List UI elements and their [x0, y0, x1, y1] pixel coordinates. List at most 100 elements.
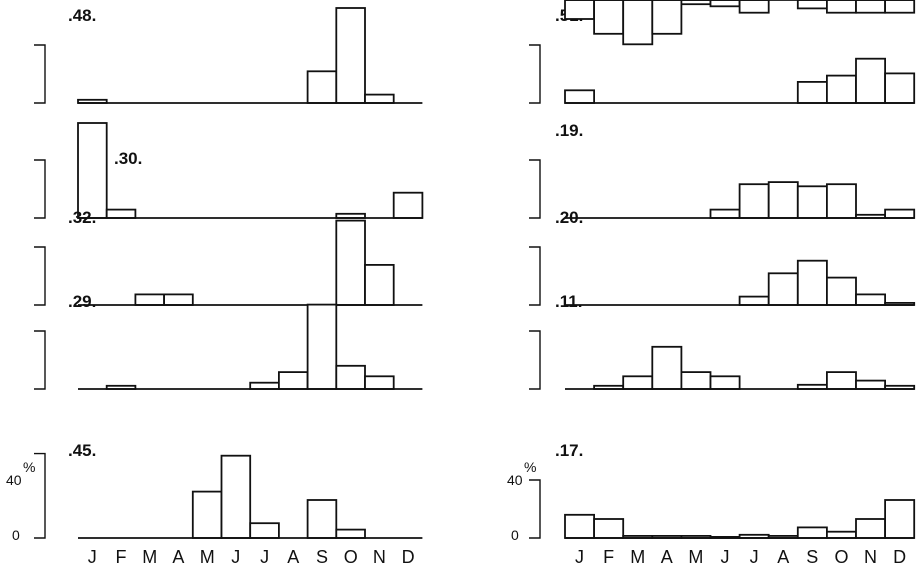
- bar-J-6: [738, 295, 770, 306]
- panel-label: .32.: [68, 208, 96, 227]
- panel-left-2: .30.: [34, 122, 424, 219]
- bar-S-8: [796, 0, 828, 10]
- scale-bracket: [34, 44, 46, 104]
- bar-M-4: [680, 371, 712, 390]
- bar-F-1: [105, 208, 137, 219]
- bar-N-10: [855, 518, 887, 539]
- right-y-percent-label: %: [524, 459, 536, 475]
- bar-S-8: [796, 259, 828, 306]
- bar-J-6: [249, 381, 280, 390]
- bar-J-5: [709, 375, 741, 390]
- bar-J-6: [249, 522, 280, 539]
- month-tick-4: M: [200, 547, 215, 567]
- bar-N-10: [855, 57, 887, 104]
- bar-J-6: [738, 0, 770, 14]
- bar-D-11: [884, 72, 916, 104]
- bar-N-10: [364, 93, 395, 104]
- bar-O-9: [826, 0, 857, 14]
- bar-J-0: [564, 89, 596, 104]
- bar-O-9: [826, 74, 857, 104]
- y-axis-bracket: [34, 452, 46, 539]
- bar-N-10: [364, 375, 395, 390]
- left-y-max-label: 40: [6, 472, 22, 488]
- month-tick-8: S: [316, 547, 328, 567]
- left-y-percent-label: %: [23, 459, 35, 475]
- right-y-zero-label: 0: [511, 527, 519, 543]
- bar-N-10: [855, 379, 887, 390]
- panel-label: .11.: [555, 292, 582, 311]
- panel-left-5: .45.: [34, 441, 423, 539]
- panel-label: .48.: [68, 6, 96, 25]
- panel-right-2: .19.: [529, 121, 916, 219]
- bar-O-9: [335, 7, 366, 104]
- bar-J-5: [709, 0, 741, 8]
- bar-D-11: [884, 499, 916, 539]
- month-tick-3: A: [172, 547, 184, 567]
- bar-O-9: [335, 219, 366, 306]
- bar-S-8: [796, 185, 828, 219]
- month-tick-2: M: [630, 547, 645, 567]
- month-tick-7: A: [777, 547, 789, 567]
- panel-label: .35.: [555, 0, 583, 4]
- panel-left-4: .29.: [34, 292, 423, 390]
- month-tick-5: J: [231, 547, 240, 567]
- panel-label: .29.: [68, 292, 96, 311]
- month-tick-3: A: [661, 547, 673, 567]
- month-tick-0: J: [575, 547, 584, 567]
- month-tick-0: J: [88, 547, 97, 567]
- bar-M-4: [191, 490, 223, 539]
- bar-A-3: [651, 345, 683, 390]
- bar-A-7: [767, 272, 799, 306]
- month-tick-4: M: [688, 547, 703, 567]
- panel-right-1: .51.: [529, 6, 916, 104]
- month-tick-10: N: [373, 547, 386, 567]
- panels: .48. .30. .32. .29. .45. .51. .19. .20. .11. .17.…: [34, 0, 916, 539]
- bar-A-7: [277, 371, 309, 390]
- bar-N-10: [364, 263, 395, 306]
- bar-J-0: [77, 122, 108, 219]
- bar-A-3: [651, 0, 683, 35]
- bar-O-9: [826, 530, 857, 539]
- bar-D-11: [392, 191, 424, 219]
- month-tick-1: F: [603, 547, 614, 567]
- bar-N-10: [855, 0, 887, 14]
- bar-O-9: [826, 183, 857, 219]
- bar-M-2: [134, 293, 165, 306]
- month-tick-5: J: [721, 547, 730, 567]
- bar-J-5: [220, 454, 252, 539]
- month-tick-1: F: [116, 547, 127, 567]
- bar-S-8: [306, 303, 338, 390]
- bar-S-8: [306, 70, 338, 104]
- bar-O-9: [826, 371, 857, 390]
- right-y-max-label: 40: [507, 472, 523, 488]
- panel-right-4: .11.: [529, 292, 916, 390]
- month-tick-8: S: [806, 547, 818, 567]
- panel-left-1: .48.: [34, 6, 423, 104]
- panel-label: .17.: [555, 441, 583, 460]
- scale-bracket: [34, 246, 46, 306]
- scale-bracket: [529, 44, 541, 104]
- bar-F-1: [593, 518, 625, 539]
- month-tick-6: J: [750, 547, 759, 567]
- bar-D-11: [884, 0, 916, 14]
- bar-A-3: [163, 293, 194, 306]
- month-tick-11: D: [402, 547, 415, 567]
- panel-left-3: .32.: [34, 208, 423, 306]
- month-tick-11: D: [893, 547, 906, 567]
- bar-J-0: [564, 513, 596, 539]
- month-tick-2: M: [142, 547, 157, 567]
- month-tick-7: A: [287, 547, 299, 567]
- month-tick-9: O: [344, 547, 358, 567]
- bar-N-10: [855, 293, 887, 306]
- scale-bracket: [529, 246, 541, 306]
- bar-J-6: [738, 183, 770, 219]
- bar-M-2: [622, 375, 654, 390]
- month-tick-10: N: [864, 547, 877, 567]
- bar-D-11: [884, 208, 916, 219]
- bar-O-9: [826, 276, 857, 306]
- scale-bracket: [529, 159, 541, 219]
- bar-O-9: [335, 528, 366, 539]
